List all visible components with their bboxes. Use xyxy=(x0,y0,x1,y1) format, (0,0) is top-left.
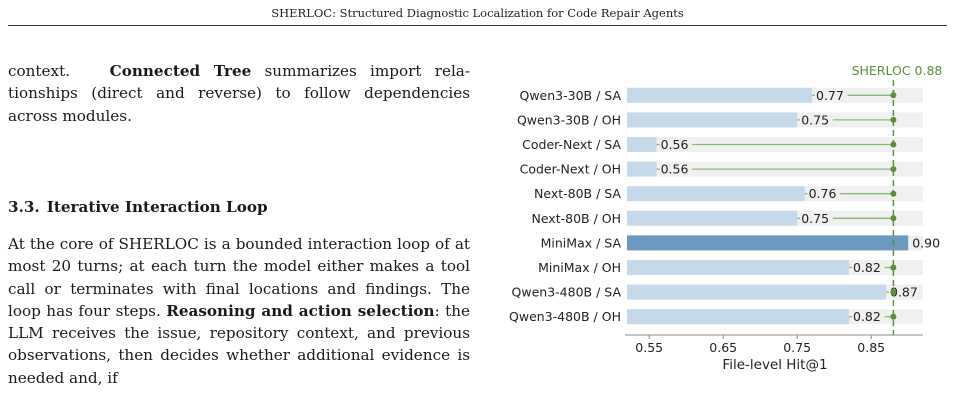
bar xyxy=(627,210,798,226)
bar xyxy=(627,235,909,251)
bar xyxy=(627,284,886,300)
section-title: Iterative Interaction Loop xyxy=(46,198,268,216)
reference-marker xyxy=(890,313,897,320)
category-label: Next-80B / OH xyxy=(531,211,621,226)
category-label: MiniMax / OH xyxy=(538,260,621,275)
section-number: 3.3. xyxy=(8,198,40,216)
x-tick-label: 0.75 xyxy=(783,340,811,355)
reference-label: SHERLOC 0.88 xyxy=(852,63,943,78)
reference-marker xyxy=(890,215,897,222)
reference-marker xyxy=(890,116,897,123)
header-rule xyxy=(8,25,947,26)
paragraph-lead: context. xyxy=(8,62,71,80)
category-label: Coder-Next / OH xyxy=(520,162,621,177)
bar xyxy=(627,260,849,275)
paragraph-part-2: : the LLM receives the issue, repository… xyxy=(8,301,471,387)
reference-marker xyxy=(890,166,897,173)
running-header: SHERLOC: Structured Diagnostic Localizat… xyxy=(271,6,684,20)
bar xyxy=(627,186,805,202)
value-label: 0.76 xyxy=(809,186,837,201)
value-label: 0.75 xyxy=(801,112,829,127)
value-label: 0.56 xyxy=(661,137,689,152)
x-tick-label: 0.85 xyxy=(857,340,885,355)
x-tick-label: 0.55 xyxy=(635,340,663,355)
category-label: Coder-Next / SA xyxy=(522,137,621,152)
section-heading: 3.3. Iterative Interaction Loop xyxy=(8,198,470,216)
term-reasoning: Reasoning and action selection xyxy=(166,301,435,320)
x-tick-label: 0.65 xyxy=(709,340,737,355)
category-label: Qwen3-480B / SA xyxy=(512,285,622,300)
value-label: 0.77 xyxy=(816,88,844,103)
category-label: Qwen3-30B / SA xyxy=(520,88,622,103)
bar xyxy=(627,161,657,177)
value-label: 0.75 xyxy=(801,211,829,226)
paragraph-rest: summarizes import rela­tionships (direct… xyxy=(8,62,471,125)
bar xyxy=(627,87,812,103)
value-label: 0.90 xyxy=(912,235,940,250)
category-label: MiniMax / SA xyxy=(541,235,622,250)
category-label: Qwen3-30B / OH xyxy=(517,112,621,127)
x-axis-title: File-level Hit@1 xyxy=(722,357,827,373)
bar xyxy=(627,137,657,152)
value-label: 0.82 xyxy=(853,309,881,324)
bar xyxy=(627,112,798,128)
hit-at-1-bar-chart: Qwen3-30B / SA 0.77 Qwen3-30B / OH 0.75 Code… xyxy=(509,63,943,373)
value-label: 0.56 xyxy=(661,162,689,177)
paragraph-part-1: At the core of SHERLOC is a bounded inte… xyxy=(8,235,470,320)
value-label: 0.82 xyxy=(853,260,881,275)
paragraph-interaction-loop: At the core of SHERLOC is a bounded inte… xyxy=(8,233,470,389)
value-label: 0.87 xyxy=(890,285,918,300)
reference-marker xyxy=(890,264,897,271)
bar xyxy=(627,309,849,325)
category-label: Next-80B / SA xyxy=(534,186,621,201)
paragraph-connected-tree: context. Connected Tree summarizes impor… xyxy=(8,60,470,127)
category-label: Qwen3-480B / OH xyxy=(509,309,621,324)
term-connected-tree: Connected Tree xyxy=(109,62,252,80)
